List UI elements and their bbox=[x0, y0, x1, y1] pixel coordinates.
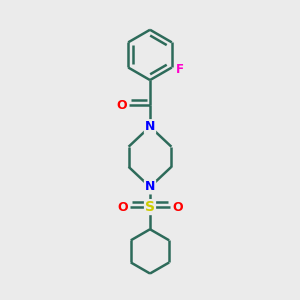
Text: N: N bbox=[145, 120, 155, 133]
Text: N: N bbox=[145, 181, 155, 194]
Text: O: O bbox=[117, 201, 128, 214]
Text: S: S bbox=[145, 200, 155, 214]
Text: O: O bbox=[117, 99, 127, 112]
Text: O: O bbox=[172, 201, 183, 214]
Text: F: F bbox=[176, 62, 184, 76]
